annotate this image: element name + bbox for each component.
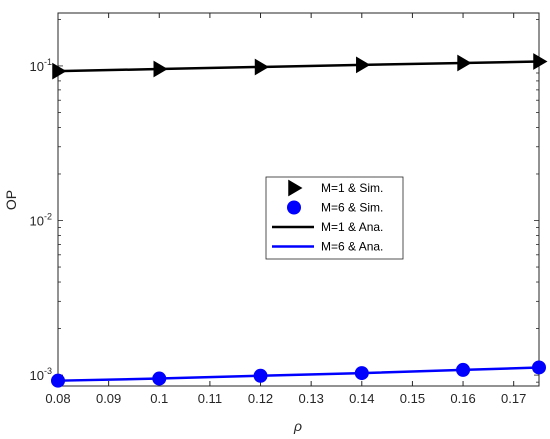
y-tick-base: 10 [30,59,44,74]
data-point-circle [152,371,167,386]
x-tick-label: 0.1 [150,391,168,406]
y-tick-label: 10-3 [30,366,52,383]
data-point-circle [354,366,369,381]
legend-marker-circle [287,200,301,215]
data-point-triangle [533,53,548,70]
x-tick-label: 0.12 [248,391,273,406]
y-tick-label: 10-1 [30,57,52,74]
x-tick-label: 0.15 [400,391,425,406]
legend-label: M=1 & Sim. [321,181,383,195]
legend-marker-triangle [288,179,303,197]
legend-label: M=6 & Sim. [321,201,383,215]
x-tick-label: 0.14 [349,391,374,406]
y-tick-exponent: -1 [44,57,52,67]
data-point-triangle [52,62,67,80]
x-tick-label: 0.17 [501,391,526,406]
x-axis-label: ρ [293,418,302,434]
x-tick-label: 0.08 [45,391,70,406]
y-tick-base: 10 [30,214,44,229]
x-tick-label: 0.16 [450,391,475,406]
legend-label: M=1 & Ana. [321,220,383,234]
data-point-triangle [457,54,472,72]
y-tick-exponent: -3 [44,366,52,376]
series-line [57,60,540,73]
y-tick-label: 10-2 [30,212,52,229]
legend: M=1 & Sim. M=6 & Sim. M=1 & Ana. M=6 & Ana. [265,176,404,260]
data-point-circle [253,368,268,383]
y-tick-exponent: -2 [44,212,52,222]
y-axis-ticks: 10-310-210-1 [30,18,539,383]
x-axis-ticks: 0.08 0.09 0.1 0.11 0.12 0.13 0.14 0.15 0.16 0.17 [45,13,526,406]
x-tick-label: 0.13 [299,391,324,406]
data-point-triangle [153,60,168,78]
x-tick-label: 0.11 [198,391,222,406]
series-line [57,366,540,382]
data-point-circle [456,362,471,377]
y-axis-label: OP [3,190,19,210]
series-layer [51,53,548,388]
data-point-circle [532,360,546,375]
data-point-circle [51,373,65,388]
data-point-triangle [254,58,270,76]
x-tick-label: 0.09 [96,391,121,406]
data-point-triangle [356,56,371,74]
y-tick-base: 10 [30,368,44,383]
legend-label: M=6 & Ana. [321,240,383,254]
